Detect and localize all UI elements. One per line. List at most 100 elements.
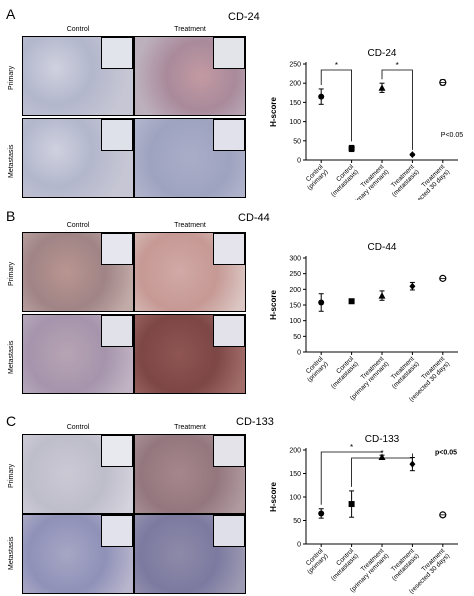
- y-tick-label: 150: [289, 471, 301, 478]
- inset-image: [101, 37, 133, 69]
- col-label-treatment-b: Treatment: [174, 222, 206, 229]
- x-tick-label: Control(metastasis): [325, 163, 360, 198]
- micrograph-a-treatment-primary: [134, 36, 246, 116]
- col-label-control-a: Control: [66, 26, 90, 33]
- col-label-treatment-c: Treatment: [174, 424, 206, 431]
- data-point-0: [318, 93, 325, 100]
- panel-letter-c: C: [6, 413, 17, 429]
- row-label-primary-a: Primary: [8, 65, 15, 90]
- panel-letter-a: A: [6, 6, 16, 22]
- x-tick-label: Control(metastasis): [325, 355, 360, 390]
- p-value-annotation: P<0.05: [441, 132, 463, 139]
- y-tick-label: 100: [289, 318, 301, 325]
- x-tick-label: Treatment(metastasis): [386, 163, 421, 198]
- significance-bracket: [381, 69, 413, 150]
- y-axis-label: H-score: [269, 97, 278, 127]
- chart-cd24: CD-24 0 50 100 150 200 250 H-score Control(prima…: [269, 48, 463, 200]
- data-point-3: [409, 282, 416, 290]
- y-tick-label: 200: [289, 81, 301, 88]
- data-point-0: [318, 510, 325, 517]
- row-label-metastasis-b: Metastasis: [8, 340, 15, 374]
- data-point-3: [409, 151, 416, 159]
- row-label-metastasis-c: Metastasis: [8, 536, 15, 570]
- y-tick-label: 0: [297, 350, 301, 357]
- significance-star: *: [396, 61, 399, 70]
- micrograph-c-control-metastasis: [22, 514, 134, 594]
- y-tick-label: 100: [289, 119, 301, 126]
- micrograph-b-treatment-primary: [134, 232, 246, 312]
- panel-marker-c: CD-133: [236, 416, 274, 428]
- chart-title: CD-24: [368, 48, 397, 59]
- micrograph-a-control-metastasis: [22, 118, 134, 198]
- col-label-control-b: Control: [66, 222, 90, 229]
- significance-bracket: [351, 453, 413, 487]
- y-tick-label: 0: [297, 542, 301, 549]
- x-tick-label: Control(primary): [301, 163, 330, 192]
- y-tick-label: 150: [289, 100, 301, 107]
- data-point-2: [378, 292, 386, 299]
- y-tick-label: 300: [289, 256, 301, 263]
- y-tick-label: 250: [289, 271, 301, 278]
- significance-bracket: [320, 69, 352, 142]
- micrograph-c-control-primary: [22, 434, 134, 514]
- significance-bracket: [320, 451, 383, 505]
- p-value-annotation: p<0.05: [435, 450, 457, 457]
- data-point-2: [378, 453, 386, 461]
- significance-star: *: [380, 449, 383, 458]
- row-label-primary-c: Primary: [8, 463, 15, 488]
- inset-image: [101, 435, 133, 467]
- inset-image: [213, 435, 245, 467]
- inset-image: [101, 515, 133, 547]
- micrograph-c-treatment-primary: [134, 434, 246, 514]
- panel-marker-b: CD-44: [238, 212, 270, 224]
- inset-image: [213, 233, 245, 265]
- panel-letter-b: B: [6, 208, 16, 224]
- micrograph-a-treatment-metastasis: [134, 118, 246, 198]
- y-tick-label: 50: [293, 518, 301, 525]
- x-tick-label: Control(primary): [301, 355, 330, 384]
- y-tick-label: 200: [289, 448, 301, 455]
- inset-image: [213, 515, 245, 547]
- data-point-2: [378, 84, 386, 91]
- data-point-0: [318, 299, 325, 306]
- y-tick-label: 250: [289, 62, 301, 69]
- y-tick-label: 200: [289, 287, 301, 294]
- micrograph-a-control-primary: [22, 36, 134, 116]
- inset-image: [213, 315, 245, 347]
- y-axis-label: H-score: [269, 482, 278, 512]
- inset-image: [101, 119, 133, 151]
- x-tick-label: Treatment(metastasis): [386, 547, 421, 582]
- significance-star: *: [350, 443, 353, 452]
- micrograph-b-treatment-metastasis: [134, 314, 246, 394]
- micrograph-b-control-metastasis: [22, 314, 134, 394]
- row-label-metastasis-a: Metastasis: [8, 144, 15, 178]
- y-axis-label: H-score: [269, 290, 278, 320]
- data-point-1: [348, 145, 355, 152]
- row-label-primary-b: Primary: [8, 261, 15, 286]
- inset-image: [101, 315, 133, 347]
- panel-marker-a: CD-24: [228, 11, 260, 23]
- y-tick-label: 50: [293, 334, 301, 341]
- x-tick-label: Control(metastasis): [325, 547, 360, 582]
- chart-title: CD-133: [365, 434, 400, 445]
- data-point-1: [348, 501, 355, 508]
- x-tick-label: Control(primary): [301, 547, 330, 576]
- significance-star: *: [335, 61, 338, 70]
- col-label-control-c: Control: [66, 424, 90, 431]
- chart-title: CD-44: [368, 242, 397, 253]
- chart-cd44: CD-44 0 50 100 150 200 250 300 H-score Control(pr…: [269, 242, 458, 403]
- col-label-treatment-a: Treatment: [174, 26, 206, 33]
- inset-image: [213, 37, 245, 69]
- chart-cd133: CD-133 0 50 100 150 200 H-score Control(primary…: [269, 434, 458, 594]
- x-tick-label: Treatment(metastasis): [386, 355, 421, 390]
- y-tick-label: 150: [289, 303, 301, 310]
- y-tick-label: 50: [293, 138, 301, 145]
- y-tick-label: 100: [289, 495, 301, 502]
- y-tick-label: 0: [297, 158, 301, 165]
- data-point-1: [348, 298, 355, 305]
- inset-image: [101, 233, 133, 265]
- micrograph-c-treatment-metastasis: [134, 514, 246, 594]
- data-point-3: [409, 460, 416, 468]
- micrograph-b-control-primary: [22, 232, 134, 312]
- inset-image: [213, 119, 245, 151]
